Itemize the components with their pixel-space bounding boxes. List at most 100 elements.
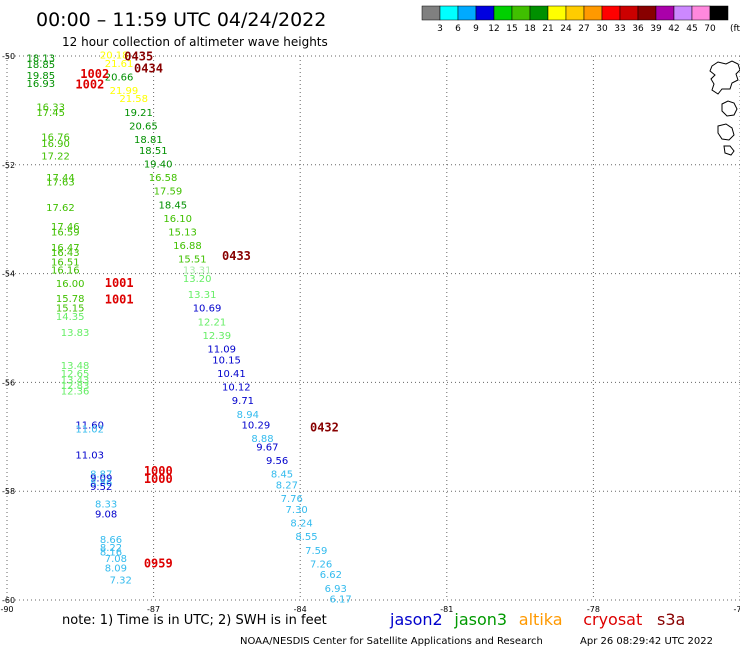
swh-point-label: 17.59 xyxy=(154,187,183,198)
swh-point-label: 13.31 xyxy=(183,266,212,277)
y-tick-label: -50 xyxy=(2,52,15,61)
pass-time-label: 1001 xyxy=(105,276,134,290)
swh-point-label: 16.43 xyxy=(51,248,80,259)
swh-point-label: 19.21 xyxy=(124,108,153,119)
swh-point-label: 16.47 xyxy=(51,243,80,254)
legend-swatch xyxy=(511,5,531,21)
swh-point-label: 18.51 xyxy=(139,146,168,157)
legend-tick-label: 9 xyxy=(473,24,479,34)
pass-time-label: 0432 xyxy=(310,420,339,434)
swh-point-label: 17.44 xyxy=(46,173,75,184)
grid-lines xyxy=(6,55,740,601)
pass-time-label: 1002 xyxy=(80,67,109,81)
swh-point-label: 8.33 xyxy=(95,500,117,511)
legend-tick-label: 33 xyxy=(614,24,625,34)
swh-point-label: 8.88 xyxy=(251,434,273,445)
legend-swatch xyxy=(565,5,585,21)
satellite-legend-item: altika xyxy=(519,610,563,629)
swh-point-label: 13.43 xyxy=(61,375,90,386)
legend-swatch xyxy=(583,5,603,21)
legend-swatch xyxy=(529,5,549,21)
swh-point-label: 7.76 xyxy=(281,494,303,505)
legend-swatch xyxy=(475,5,495,21)
pass-time-label: 1000 xyxy=(144,472,173,486)
swh-point-label: 16.33 xyxy=(36,102,65,113)
satellite-legend-item: cryosat xyxy=(583,610,642,629)
pass-time-labels: 1002100210011001100010000959043504340433… xyxy=(75,49,338,570)
y-tick-label: -54 xyxy=(2,270,15,279)
legend-unit: (ft) xyxy=(730,24,740,34)
swh-point-label: 9.08 xyxy=(95,509,117,520)
swh-point-label: 10.41 xyxy=(217,369,246,380)
legend-swatch xyxy=(691,5,711,21)
swh-point-label: 19.40 xyxy=(144,160,173,171)
pass-time-label: 0433 xyxy=(222,249,251,263)
legend-tick-label: 30 xyxy=(596,24,608,34)
y-tick-label: -58 xyxy=(2,487,15,496)
swh-point-label: 7.26 xyxy=(310,559,332,570)
y-tick-label: -60 xyxy=(2,596,15,605)
pass-time-label: 1000 xyxy=(144,464,173,478)
swh-point-label: 15.78 xyxy=(56,294,85,305)
satellite-legend: jason2 jason3 altika cryosat s3a xyxy=(389,610,685,629)
swh-point-label: 10.29 xyxy=(242,421,271,432)
swh-point-label: 12.21 xyxy=(198,317,227,328)
footer-note: note: 1) Time is in UTC; 2) SWH is in fe… xyxy=(62,613,327,628)
swh-point-label: 11.02 xyxy=(75,424,104,435)
legend-tick-label: 24 xyxy=(560,24,572,34)
swh-point-label: 13.20 xyxy=(183,274,212,285)
swh-point-label: 8.66 xyxy=(100,535,122,546)
swh-point-label: 16.90 xyxy=(41,139,70,150)
legend-tick-label: 42 xyxy=(668,24,679,34)
pass-time-label: 0434 xyxy=(134,61,163,75)
swh-point-label: 19.85 xyxy=(27,71,56,82)
coastline-fragment xyxy=(709,60,740,156)
x-tick-label: -84 xyxy=(294,605,307,614)
swh-point-label: 21.99 xyxy=(110,86,139,97)
legend-tick-label: 27 xyxy=(578,24,589,34)
footer-timestamp: Apr 26 08:29:42 UTC 2022 xyxy=(580,636,713,647)
legend-swatch xyxy=(637,5,657,21)
swh-point-label: 16.00 xyxy=(56,279,85,290)
legend-tick-label: 21 xyxy=(542,24,553,34)
chart-title: 00:00 – 11:59 UTC 04/24/2022 xyxy=(36,9,326,31)
swh-point-label: 18.13 xyxy=(27,53,56,64)
swh-point-label: 8.22 xyxy=(100,543,122,554)
swh-point-label: 9.71 xyxy=(232,396,254,407)
swh-point-label: 18.45 xyxy=(158,200,187,211)
swh-point-label: 16.76 xyxy=(41,132,70,143)
legend-swatch xyxy=(439,5,459,21)
swh-point-label: 7.08 xyxy=(105,554,127,565)
legend-tick-label: 12 xyxy=(488,24,499,34)
swh-point-label: 16.16 xyxy=(51,266,80,277)
swh-point-label: 15.51 xyxy=(178,255,207,266)
legend-tick-label: 36 xyxy=(632,24,644,34)
swh-point-label: 18.85 xyxy=(27,60,56,71)
legend-swatch xyxy=(673,5,693,21)
swh-point-label: 16.88 xyxy=(173,241,202,252)
swh-point-label: 11.09 xyxy=(207,344,236,355)
swh-point-label: 13.48 xyxy=(61,361,90,372)
axis-ticks: -90 -87 -84 -81 -78 -75 -50 -52 -54 -56 -58 -60 xyxy=(0,52,740,614)
swh-point-label: 17.22 xyxy=(41,151,70,162)
chart-footer: note: 1) Time is in UTC; 2) SWH is in fe… xyxy=(62,610,713,647)
x-tick-label: -75 xyxy=(733,605,740,614)
pass-time-label: 1002 xyxy=(75,78,104,92)
x-tick-label: -87 xyxy=(147,605,160,614)
swh-point-label: 17.46 xyxy=(51,222,80,233)
swh-point-label: 6.93 xyxy=(325,584,347,595)
swh-point-label: 15.15 xyxy=(56,304,85,315)
swh-point-label: 7.59 xyxy=(305,546,327,557)
swh-point-label: 20.65 xyxy=(129,121,158,132)
legend-tick-label: 39 xyxy=(650,24,662,34)
satellite-legend-item: s3a xyxy=(657,610,685,629)
legend-tick-label: 3 xyxy=(437,24,443,34)
swh-point-label: 8.94 xyxy=(237,410,259,421)
swh-point-label: 16.58 xyxy=(149,173,178,184)
x-tick-label: -81 xyxy=(440,605,453,614)
swh-point-label: 14.35 xyxy=(56,312,85,323)
legend-tick-label: 18 xyxy=(524,24,536,34)
swh-point-label: 8.24 xyxy=(290,519,312,530)
